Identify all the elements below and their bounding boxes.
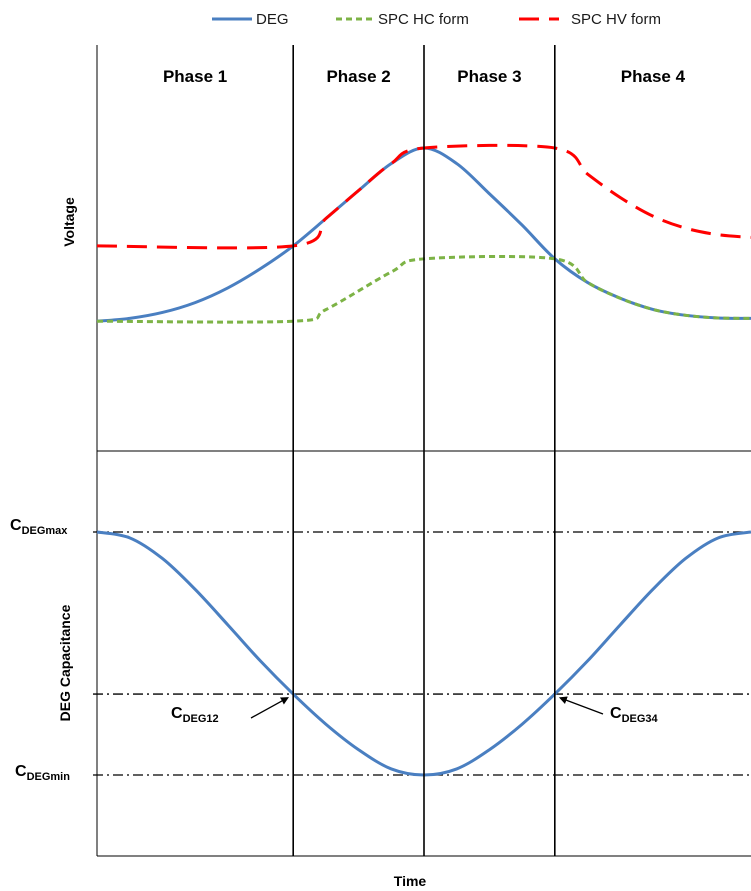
label-cdeg12: CDEG12 bbox=[171, 705, 219, 725]
axis-labels: Voltage DEG Capacitance Time bbox=[57, 197, 426, 889]
legend-label-2: SPC HC form bbox=[378, 11, 469, 28]
series-spc-hv-form bbox=[96, 143, 751, 250]
time-axis-label: Time bbox=[394, 873, 427, 889]
legend-label-1: DEG bbox=[256, 11, 289, 28]
label-cdegmin: CDEGmin bbox=[15, 763, 70, 783]
legend-label-3: SPC HV form bbox=[571, 11, 661, 28]
annotations: CDEGmax CDEGmin CDEG12 CDEG34 bbox=[10, 517, 659, 783]
label-cdegmax: CDEGmax bbox=[10, 517, 68, 537]
phase-label-3: Phase 3 bbox=[457, 67, 521, 86]
voltage-axis-label: Voltage bbox=[61, 197, 77, 247]
phase-label-1: Phase 1 bbox=[163, 67, 227, 86]
arrow-cdeg12 bbox=[250, 697, 289, 719]
legend: DEG SPC HC form SPC HV form bbox=[212, 11, 661, 28]
phase-label-2: Phase 2 bbox=[326, 67, 390, 86]
series-spc-hc-form bbox=[96, 254, 751, 324]
phase-label-4: Phase 4 bbox=[621, 67, 686, 86]
reference-lines bbox=[93, 531, 751, 776]
phase-boundaries bbox=[292, 45, 556, 856]
phase-labels: Phase 1 Phase 2 Phase 3 Phase 4 bbox=[163, 67, 686, 86]
capacitance-axis-label: DEG Capacitance bbox=[57, 604, 73, 721]
label-cdeg34: CDEG34 bbox=[610, 705, 659, 725]
arrow-cdeg34 bbox=[558, 696, 604, 715]
